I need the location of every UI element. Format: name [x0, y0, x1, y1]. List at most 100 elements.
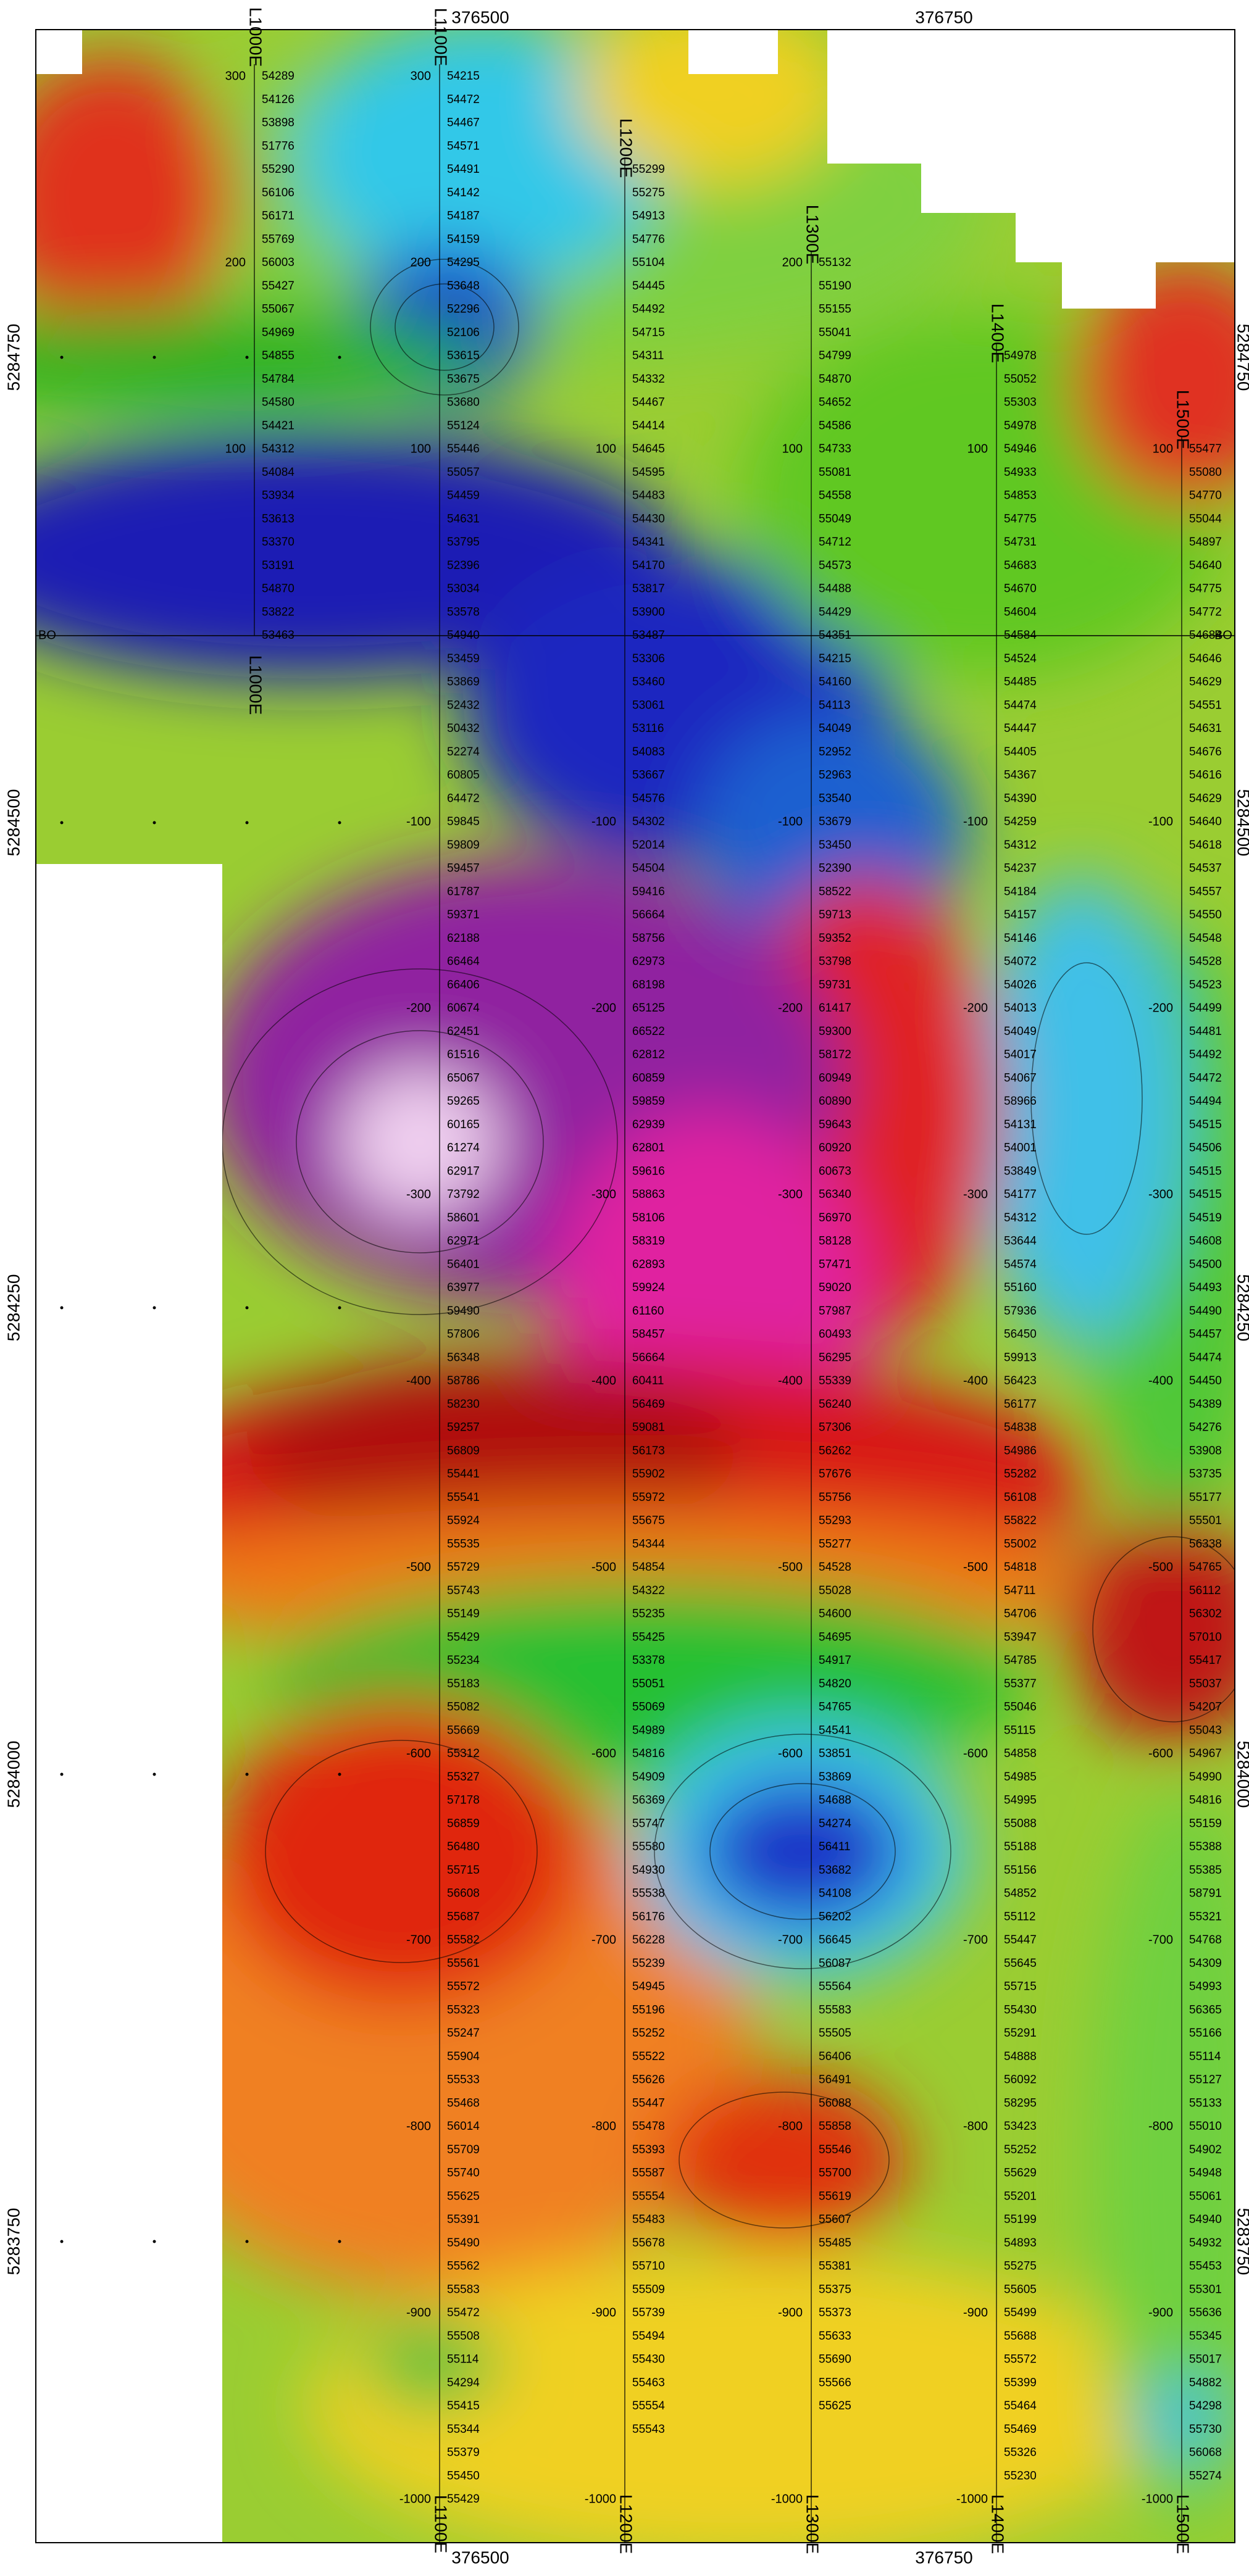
reading: 56176: [632, 1910, 665, 1923]
reading: 56003: [262, 256, 294, 269]
reading: 55469: [1004, 2423, 1037, 2436]
reading: 55554: [632, 2190, 665, 2203]
reading: 54447: [1004, 722, 1037, 735]
reading: 55069: [632, 1701, 665, 1714]
reading: 55321: [1189, 1910, 1222, 1923]
reading: 53849: [1004, 1165, 1037, 1178]
reading: 54367: [1004, 769, 1037, 782]
reading: 54712: [819, 536, 851, 549]
reading: 53934: [262, 489, 294, 502]
reading: 56087: [819, 1957, 851, 1970]
reading: 53615: [447, 349, 480, 362]
reading: 50432: [447, 722, 480, 735]
reading: 65125: [632, 1002, 665, 1015]
reading: 55345: [1189, 2330, 1222, 2343]
reading: 55562: [447, 2260, 480, 2273]
reading: 54870: [262, 583, 294, 596]
reading: 55546: [819, 2143, 851, 2156]
reading: 54084: [262, 466, 294, 479]
reading: 54445: [632, 280, 665, 293]
reading: 54001: [1004, 1142, 1037, 1155]
station-label: -200: [406, 1001, 431, 1015]
reading: 54457: [1189, 1328, 1222, 1341]
reading: 54483: [632, 489, 665, 502]
reading: 55645: [1004, 1957, 1037, 1970]
reading: 58319: [632, 1235, 665, 1248]
reading: 54820: [819, 1677, 851, 1690]
reading: 54852: [1004, 1887, 1037, 1900]
reading: 55566: [819, 2376, 851, 2389]
reading: 62451: [447, 1025, 480, 1038]
reading: 52963: [819, 769, 851, 782]
reading: 54557: [1189, 885, 1222, 898]
reading: 53869: [447, 676, 480, 689]
station-label: -500: [778, 1560, 803, 1574]
reading: 55505: [819, 2027, 851, 2040]
reading: 55688: [1004, 2330, 1037, 2343]
reading: 54765: [1189, 1561, 1222, 1574]
reading: 57806: [447, 1328, 480, 1341]
reading: 61160: [632, 1305, 664, 1318]
easting-label: 376750: [915, 2548, 972, 2567]
reading: 54683: [1004, 559, 1037, 572]
reading: 55429: [447, 1631, 480, 1643]
reading: 55127: [1189, 2074, 1222, 2087]
reading: 54990: [1189, 1771, 1222, 1784]
reading: 55299: [632, 163, 665, 176]
reading: 54177: [1004, 1188, 1037, 1201]
reading: 54515: [1189, 1188, 1222, 1201]
reading: 60411: [632, 1374, 664, 1387]
reading: 56970: [819, 1211, 851, 1224]
reading: 52396: [447, 559, 480, 572]
reading: 55275: [632, 186, 665, 199]
reading: 54421: [262, 419, 294, 432]
station-label: -200: [963, 1001, 988, 1015]
reading: 54940: [447, 629, 480, 642]
reading: 55388: [1189, 1840, 1222, 1853]
northing-label: 5284750: [1234, 323, 1249, 391]
northing-label: 5284250: [4, 1274, 23, 1341]
station-label: 100: [967, 442, 988, 455]
reading: 55112: [1004, 1910, 1035, 1923]
grid-point: [153, 821, 156, 825]
reading: 53908: [1189, 1444, 1222, 1457]
reading: 55196: [632, 2003, 665, 2016]
reading: 54772: [1189, 605, 1222, 618]
reading: 55417: [1189, 1654, 1222, 1667]
reading: 55399: [1004, 2376, 1037, 2389]
reading: 54472: [1189, 1071, 1222, 1084]
station-label: -700: [1148, 1933, 1173, 1947]
reading: 54506: [1189, 1142, 1222, 1155]
reading: 54067: [1004, 1071, 1037, 1084]
reading: 58128: [819, 1235, 851, 1248]
reading: 55082: [447, 1701, 480, 1714]
grid-point: [246, 1307, 249, 1310]
reading: 58172: [819, 1049, 851, 1062]
reading: 56177: [1004, 1398, 1037, 1411]
reading: 54550: [1189, 908, 1222, 921]
reading: 62917: [447, 1165, 480, 1178]
line-label: L1000E: [246, 7, 265, 67]
reading: 53795: [447, 536, 480, 549]
reading: 54481: [1189, 1025, 1222, 1038]
reading: 55235: [632, 1608, 665, 1621]
reading: 55729: [447, 1561, 480, 1574]
baseline-label: BO: [38, 628, 56, 642]
reading: 59913: [1004, 1351, 1037, 1364]
reading: 55554: [632, 2399, 665, 2412]
reading: 56068: [1189, 2446, 1222, 2459]
reading: 54322: [632, 1584, 665, 1597]
reading: 54574: [1004, 1258, 1037, 1271]
reading: 57676: [819, 1468, 851, 1481]
reading: 55446: [447, 442, 480, 455]
reading: 54684: [1189, 629, 1222, 642]
station-label: -500: [1148, 1560, 1173, 1574]
reading: 53459: [447, 652, 480, 665]
reading: 55051: [632, 1677, 665, 1690]
reading: 56859: [447, 1817, 480, 1830]
reading: 54733: [819, 442, 851, 455]
station-label: -800: [1148, 2119, 1173, 2133]
grid-point: [338, 821, 341, 825]
reading: 55427: [262, 280, 294, 293]
reading: 55156: [1004, 1864, 1037, 1877]
